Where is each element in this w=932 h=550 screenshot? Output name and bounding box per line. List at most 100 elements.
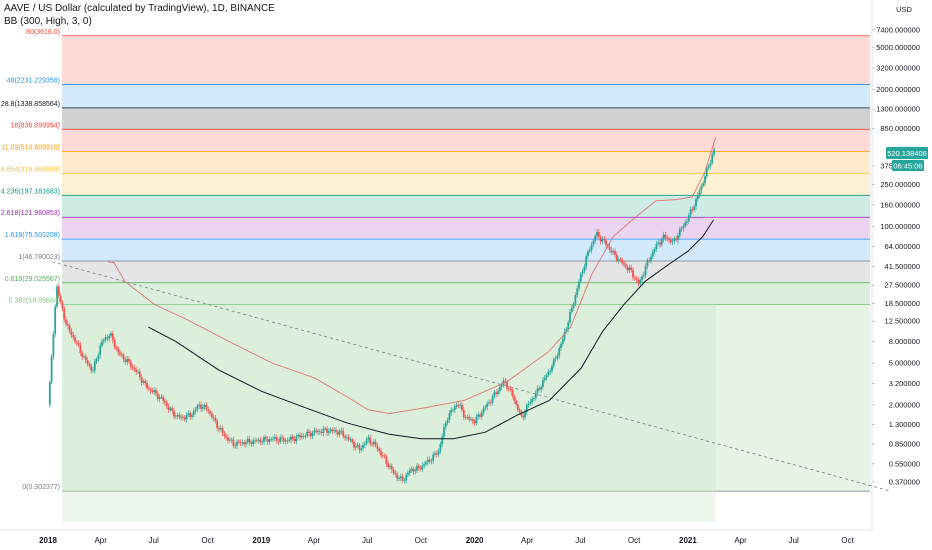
candle-body: [626, 267, 629, 271]
candle-body: [335, 430, 337, 432]
candle-body: [698, 190, 701, 196]
candle-body: [425, 462, 427, 465]
candle-body: [603, 239, 606, 241]
fib-band-fill: [62, 260, 870, 283]
fib-band-fill: [62, 195, 870, 218]
candle-body: [153, 390, 156, 393]
candle-body: [378, 448, 381, 451]
fib-level-label: 18(836.899994): [11, 122, 60, 129]
candle-body: [596, 232, 598, 237]
candle-body: [686, 221, 688, 223]
fib-level-label: 0.382(18.05684): [9, 297, 60, 304]
candle-body: [570, 307, 573, 312]
price-tick-label: 27.500000: [885, 281, 920, 290]
candle-body: [662, 234, 665, 240]
fib-level-label: 6.854(318.864869): [1, 166, 60, 173]
candle-body: [261, 441, 264, 443]
candle-body: [380, 450, 382, 456]
candle-body: [257, 439, 260, 441]
candle-body: [191, 415, 193, 417]
candle-body: [246, 438, 249, 443]
fib-band-fill: [62, 84, 870, 108]
candle-body: [597, 232, 600, 237]
candle-body: [185, 415, 188, 420]
candle-body: [205, 404, 208, 410]
candle-body: [344, 436, 346, 438]
candle-body: [135, 369, 138, 372]
candle-body: [468, 416, 471, 420]
candle-body: [309, 433, 312, 437]
fibonacci-retracement: [62, 35, 870, 522]
candle-body: [300, 435, 303, 438]
candle-body: [376, 445, 379, 449]
candle-body: [329, 429, 332, 432]
fib-band-fill: [62, 173, 870, 196]
candle-body: [599, 236, 602, 242]
indicator-legend[interactable]: BB (300, High, 3, 0): [4, 16, 92, 27]
candle-body: [410, 468, 413, 471]
candle-body: [624, 264, 627, 268]
time-tick-label: Oct: [628, 536, 641, 545]
candle-body: [182, 416, 184, 418]
candle-body: [435, 453, 438, 455]
candle-body: [201, 406, 204, 409]
fib-band-fill: [62, 129, 870, 152]
candle-body: [633, 277, 636, 279]
candle-body: [331, 429, 334, 431]
candle-body: [495, 392, 498, 395]
candle-body: [241, 442, 244, 444]
candle-body: [657, 242, 660, 244]
candle-body: [110, 333, 112, 336]
candle-body: [684, 222, 687, 226]
candle-body: [450, 409, 453, 414]
time-tick-label: Oct: [415, 536, 428, 545]
bar-countdown-label: 06:45:06: [893, 162, 922, 171]
candle-body: [417, 465, 420, 468]
price-axis: USD 7400.000000 5000.000000 3200.000000 200…: [871, 0, 920, 530]
candle-body: [621, 259, 624, 264]
candle-body: [111, 333, 114, 340]
candle-body: [390, 465, 393, 470]
candle-body: [412, 468, 415, 472]
candle-body: [144, 380, 147, 384]
candle-body: [482, 408, 485, 413]
candle-body: [677, 235, 679, 241]
candle-body: [641, 276, 643, 280]
candle-body: [486, 403, 489, 408]
candle-body: [126, 359, 129, 363]
candle-body: [542, 379, 544, 387]
candle-body: [583, 266, 586, 272]
candle-body: [115, 346, 118, 349]
price-tick-label: 850.000000: [880, 124, 920, 133]
price-tick-label: 64.000000: [885, 242, 920, 251]
fib-band-fill: [62, 239, 870, 261]
candle-body: [515, 400, 517, 405]
candle-body: [250, 442, 253, 445]
candle-body: [133, 367, 136, 370]
candle-body: [605, 240, 607, 245]
candle-body: [347, 437, 350, 440]
time-tick-label: Jul: [575, 536, 585, 545]
candle-body: [704, 176, 706, 184]
candle-body: [147, 387, 150, 389]
bollinger-basis: [148, 219, 714, 440]
candle-body: [308, 431, 310, 434]
candle-body: [216, 420, 219, 429]
candle-body: [192, 410, 195, 416]
candle-body: [498, 386, 501, 392]
candle-body: [99, 345, 102, 356]
candle-body: [363, 443, 366, 446]
candle-body: [513, 395, 516, 401]
candle-body: [336, 431, 339, 435]
candle-body: [279, 437, 282, 442]
fib-level-label: 0(0.302377): [22, 484, 60, 491]
candle-body: [56, 286, 58, 307]
candle-body: [534, 392, 537, 399]
candle-body: [338, 430, 341, 435]
candle-body: [644, 266, 647, 275]
candle-body: [675, 238, 678, 241]
candle-body: [356, 445, 359, 447]
candle-body: [610, 249, 613, 253]
candle-body: [322, 428, 325, 434]
